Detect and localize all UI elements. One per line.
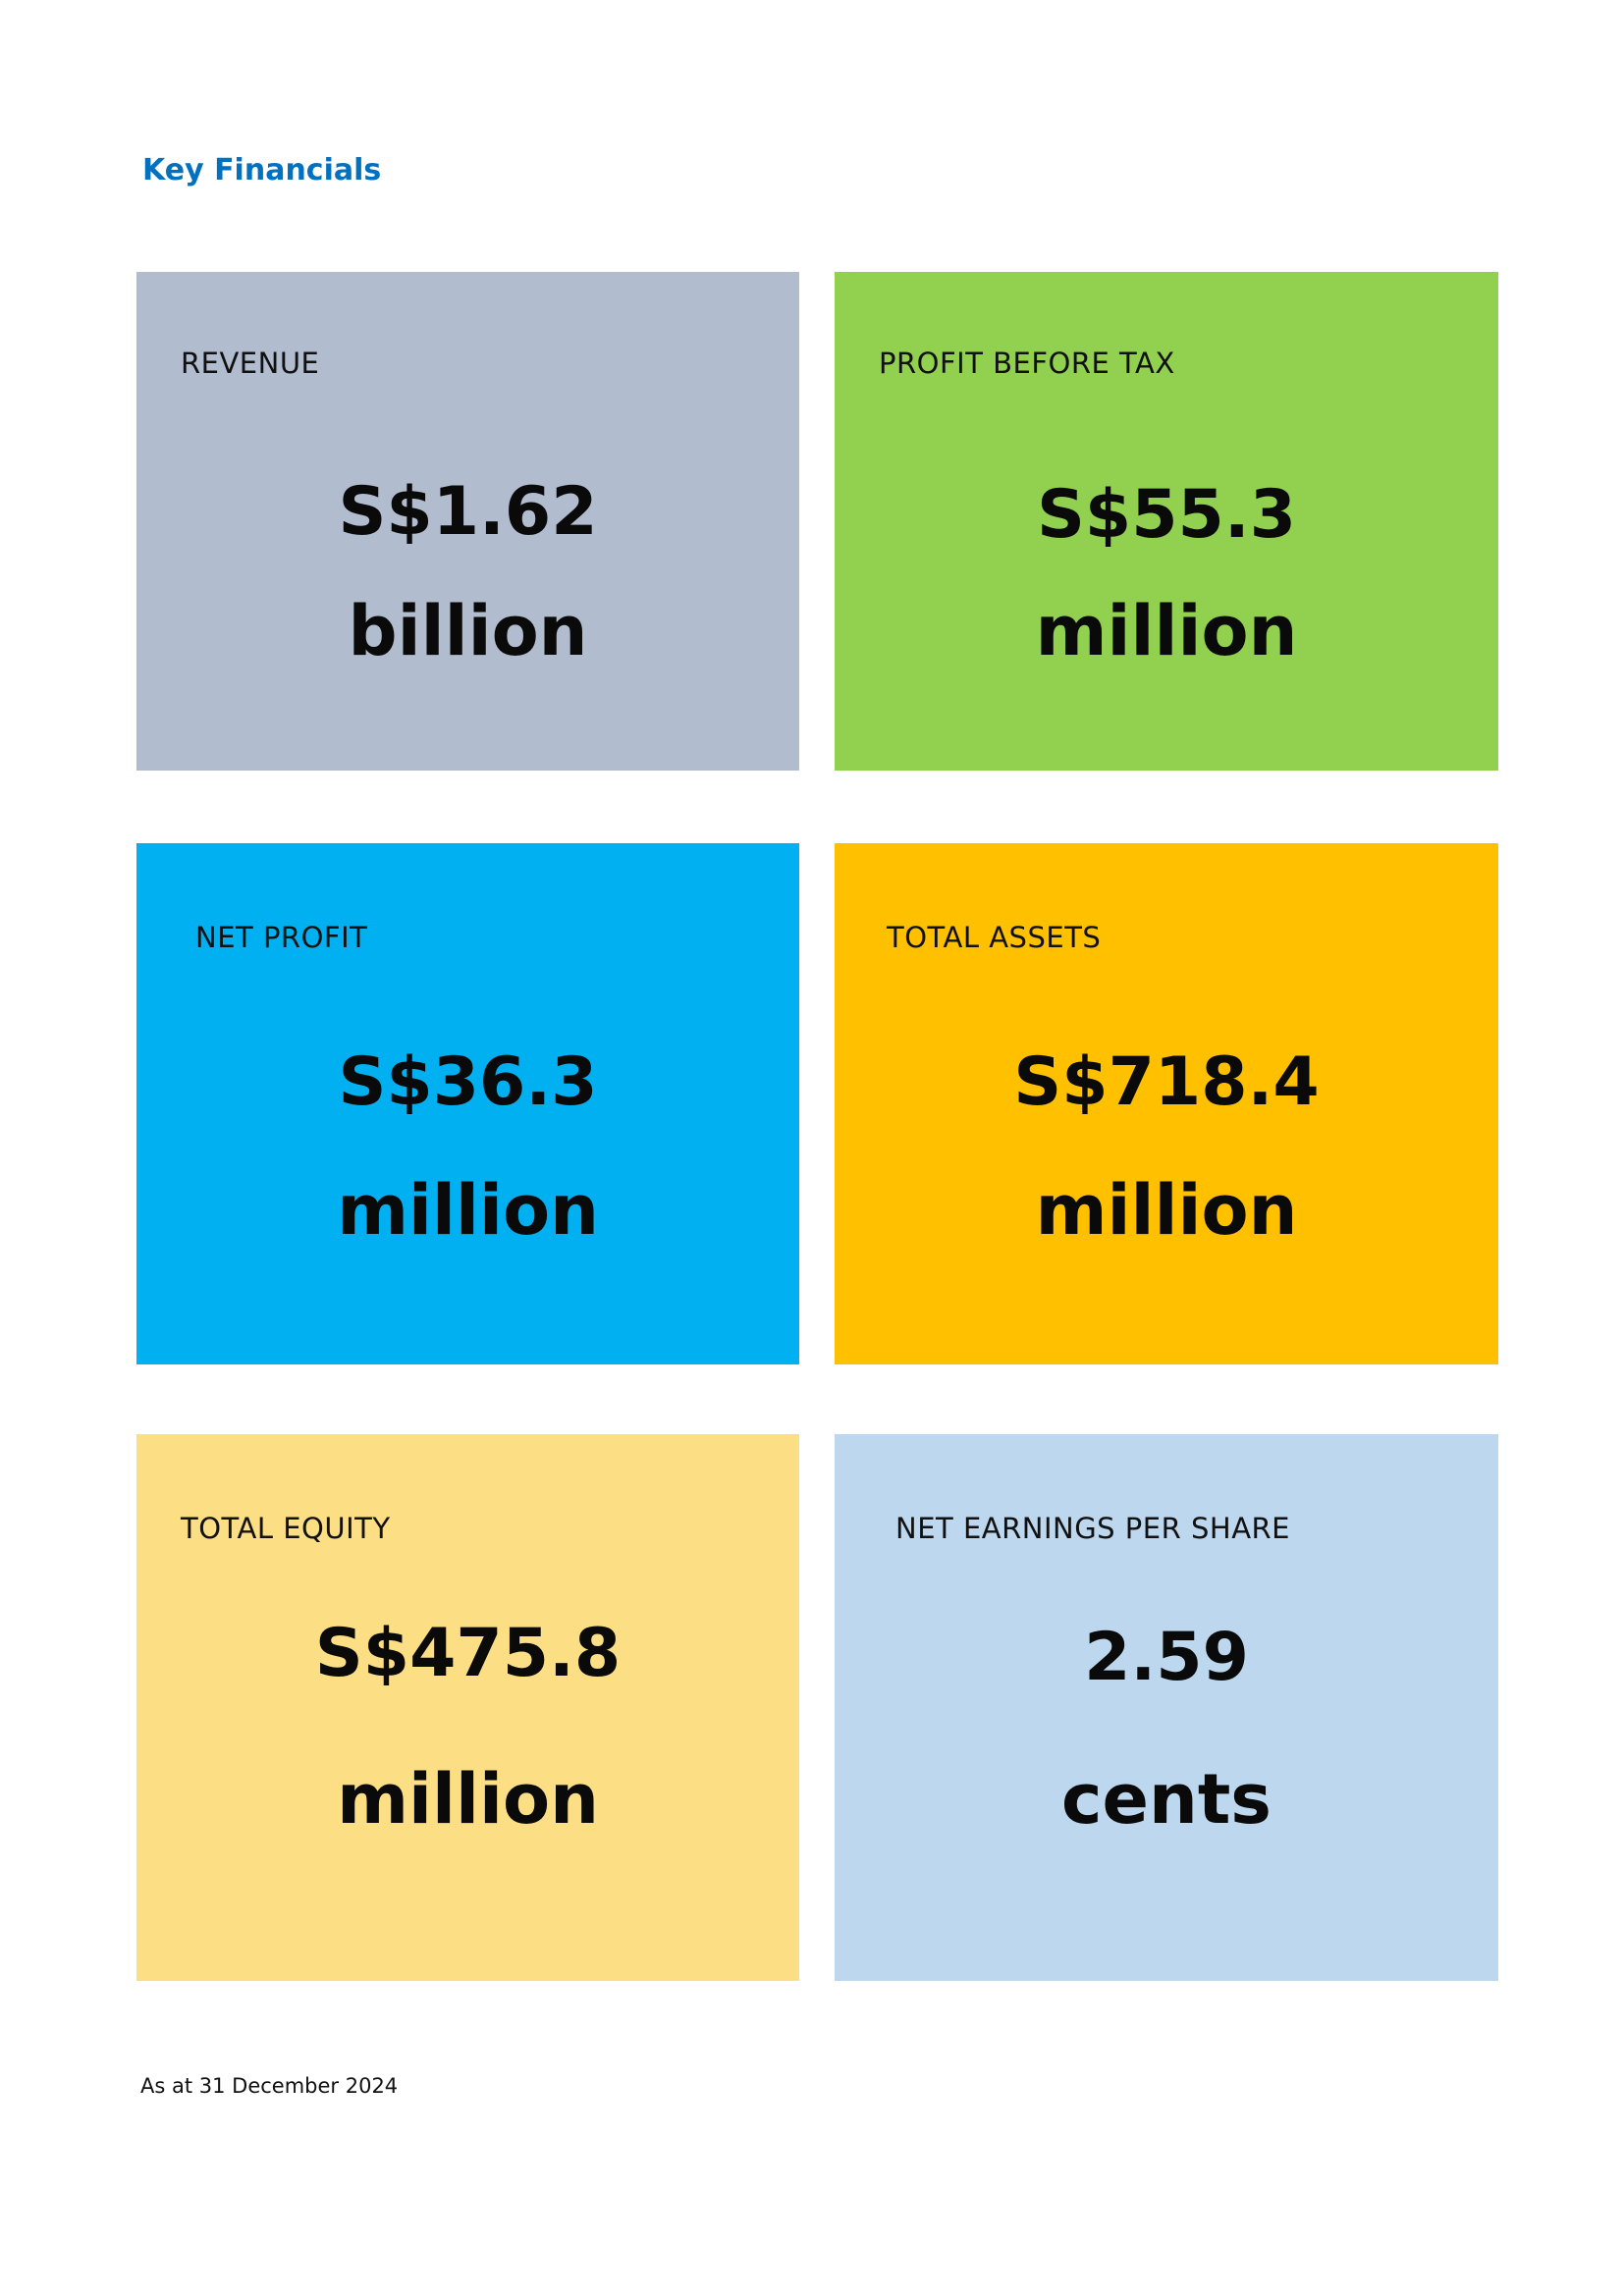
card-unit: million — [1035, 1170, 1298, 1251]
card-label: PROFIT BEFORE TAX — [879, 347, 1175, 380]
as-at-date-footnote: As at 31 December 2024 — [140, 2074, 399, 2098]
net-profit-card: NET PROFIT S$36.3 million — [136, 843, 799, 1364]
card-value: S$55.3 — [1036, 476, 1297, 554]
card-unit: million — [337, 1170, 599, 1251]
card-value: S$475.8 — [314, 1615, 622, 1692]
net-earnings-per-share-card: NET EARNINGS PER SHARE 2.59 cents — [835, 1434, 1498, 1981]
card-label: NET EARNINGS PER SHARE — [895, 1512, 1291, 1545]
total-assets-card: TOTAL ASSETS S$718.4 million — [835, 843, 1498, 1364]
profit-before-tax-card: PROFIT BEFORE TAX S$55.3 million — [835, 272, 1498, 771]
card-value: S$718.4 — [1013, 1043, 1320, 1121]
card-label: TOTAL EQUITY — [181, 1512, 391, 1545]
card-unit: cents — [1061, 1759, 1272, 1840]
card-unit: billion — [348, 591, 588, 671]
card-value: 2.59 — [1084, 1619, 1249, 1696]
card-unit: million — [337, 1759, 599, 1840]
card-value: S$1.62 — [338, 473, 598, 551]
total-equity-card: TOTAL EQUITY S$475.8 million — [136, 1434, 799, 1981]
card-unit: million — [1035, 591, 1298, 671]
revenue-card: REVENUE S$1.62 billion — [136, 272, 799, 771]
page-title: Key Financials — [142, 153, 382, 187]
card-value: S$36.3 — [338, 1043, 598, 1121]
card-label: REVENUE — [181, 347, 320, 380]
card-label: NET PROFIT — [195, 921, 368, 954]
card-label: TOTAL ASSETS — [887, 921, 1102, 954]
